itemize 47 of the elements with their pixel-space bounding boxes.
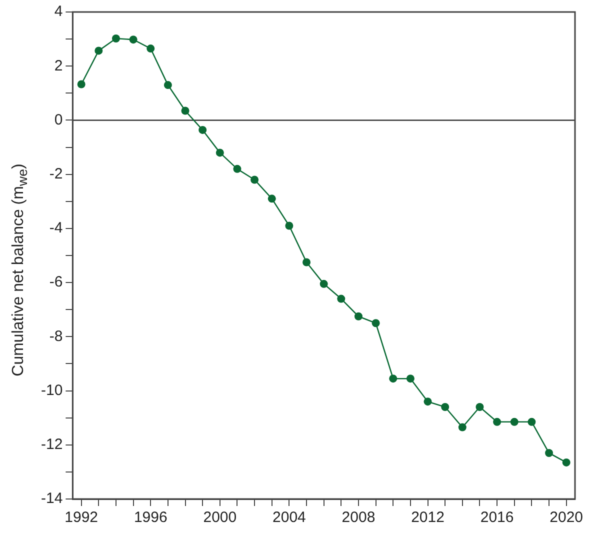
- point: [320, 280, 328, 288]
- point: [94, 46, 103, 55]
- point: [545, 449, 554, 458]
- x-tick-label: 1996: [134, 509, 168, 526]
- point: [268, 194, 276, 203]
- point: [181, 106, 190, 115]
- y-tick-label: -12: [40, 436, 63, 454]
- point: [216, 148, 224, 157]
- point: [493, 418, 502, 426]
- x-tick-label: 2012: [411, 509, 444, 526]
- point: [77, 80, 86, 88]
- point: [198, 126, 207, 134]
- point: [389, 374, 398, 383]
- point: [233, 164, 242, 173]
- point: [354, 312, 362, 320]
- point: [406, 374, 414, 383]
- point: [302, 258, 311, 266]
- point: [441, 403, 450, 412]
- y-tick-label: -4: [49, 220, 63, 237]
- point: [562, 458, 570, 466]
- point: [458, 423, 466, 432]
- y-tick-label: 2: [54, 57, 63, 74]
- x-tick-label: 2000: [203, 509, 237, 526]
- y-tick-label: -2: [49, 165, 63, 182]
- point: [424, 398, 432, 406]
- point: [337, 294, 346, 303]
- point: [112, 34, 120, 43]
- point: [285, 222, 294, 230]
- x-tick-label: 2008: [342, 509, 376, 526]
- point: [250, 176, 259, 184]
- point: [510, 418, 518, 426]
- point: [129, 36, 138, 44]
- y-tick-label: -10: [40, 382, 63, 399]
- y-tick-label: -14: [40, 490, 63, 508]
- x-tick-label: 2004: [272, 509, 306, 526]
- y-tick-label: 0: [54, 111, 63, 128]
- point: [164, 81, 172, 90]
- point: [372, 319, 380, 328]
- y-tick-label: -6: [49, 274, 63, 291]
- y-tick-label: -8: [49, 328, 63, 345]
- point: [528, 418, 536, 426]
- point: [146, 44, 155, 53]
- y-tick-label: 4: [54, 3, 63, 20]
- x-tick-label: 2016: [480, 509, 514, 526]
- x-tick-label: 1992: [64, 509, 98, 526]
- x-tick-label: 2020: [550, 509, 584, 526]
- point: [476, 403, 484, 412]
